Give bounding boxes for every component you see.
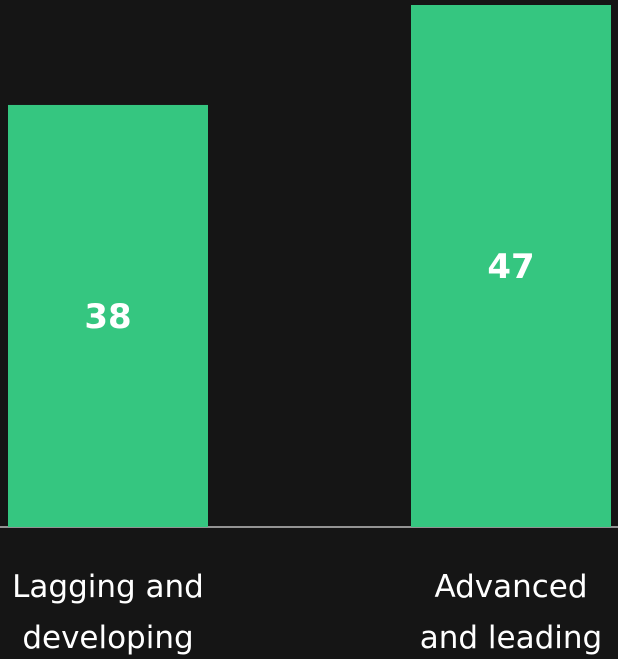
bar-0 <box>8 104 208 527</box>
category-label-0-line-0: Lagging and <box>12 569 204 605</box>
bar-1 <box>411 5 611 527</box>
bar-value-label-1: 47 <box>487 247 534 287</box>
bar-value-label-0: 38 <box>84 297 131 337</box>
category-label-0-line-1: developing <box>22 620 193 656</box>
category-label-1-line-1: and leading <box>420 620 602 656</box>
category-label-1-line-0: Advanced <box>434 569 587 605</box>
